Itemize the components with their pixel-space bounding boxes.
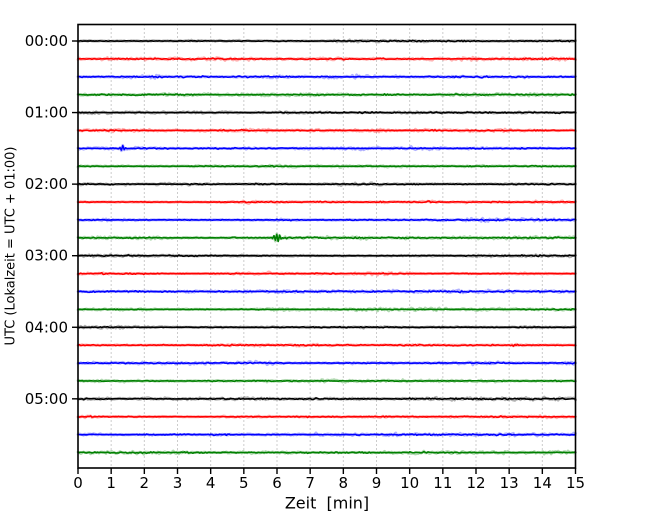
x-tick-label: 6 xyxy=(272,474,282,492)
seismogram-trace-0045 xyxy=(77,93,577,97)
seismogram-trace-0345 xyxy=(77,307,577,311)
y-axis-title: UTC (Lokalzeit = UTC + 01:00) xyxy=(3,146,19,346)
seismogram-trace-0245 xyxy=(77,233,577,243)
y-tick-label: 04:00 xyxy=(25,318,68,336)
x-tick-label: 5 xyxy=(239,474,249,492)
seismogram-trace-0545 xyxy=(77,450,577,455)
x-tick-label: 15 xyxy=(566,474,585,492)
seismogram-trace-0400 xyxy=(77,325,577,329)
seismogram-trace-0200 xyxy=(77,182,577,186)
x-tick-label: 10 xyxy=(400,474,419,492)
seismogram-trace-0415 xyxy=(77,343,577,347)
x-tick-label: 3 xyxy=(173,474,183,492)
y-tick-label: 02:00 xyxy=(25,175,68,193)
seismogram-trace-0215 xyxy=(77,200,577,204)
x-tick-label: 4 xyxy=(206,474,216,492)
x-tick-label: 8 xyxy=(339,474,349,492)
seismogram-trace-0315 xyxy=(77,271,577,276)
seismogram-trace-0145 xyxy=(77,164,577,168)
seismogram-trace-0130 xyxy=(77,144,577,151)
seismogram-trace-0245 xyxy=(76,232,577,243)
seismogram-trace-0530 xyxy=(77,433,577,437)
seismogram-trace-0230 xyxy=(77,218,577,222)
y-tick-label: 03:00 xyxy=(25,247,68,265)
seismogram-trace-0330 xyxy=(77,289,577,294)
x-tick-label: 11 xyxy=(433,474,452,492)
seismogram-trace-0300 xyxy=(77,254,577,258)
x-tick-label: 7 xyxy=(305,474,315,492)
y-tick-label: 01:00 xyxy=(25,104,68,122)
seismogram-trace-0100 xyxy=(77,111,577,115)
x-tick-label: 0 xyxy=(73,474,83,492)
y-tick-label: 00:00 xyxy=(25,32,68,50)
seismogram-trace-0030 xyxy=(77,75,577,79)
seismogram-trace-0445 xyxy=(77,379,577,383)
x-tick-label: 13 xyxy=(500,474,519,492)
x-tick-label: 1 xyxy=(106,474,116,492)
x-tick-label: 2 xyxy=(140,474,150,492)
seismogram-trace-0430 xyxy=(77,361,577,365)
seismogram-trace-0015 xyxy=(77,57,577,61)
x-tick-label: 9 xyxy=(372,474,382,492)
seismogram-trace-0115 xyxy=(77,128,577,132)
y-tick-label: 05:00 xyxy=(25,390,68,408)
seismogram-trace-0500 xyxy=(77,397,577,401)
seismogram-trace-0000 xyxy=(77,39,577,43)
x-tick-label: 14 xyxy=(533,474,552,492)
seismogram-trace-0515 xyxy=(77,415,577,419)
x-axis-title: Zeit [min] xyxy=(284,493,370,513)
axes-frame xyxy=(77,23,577,469)
x-tick-label: 12 xyxy=(466,474,485,492)
